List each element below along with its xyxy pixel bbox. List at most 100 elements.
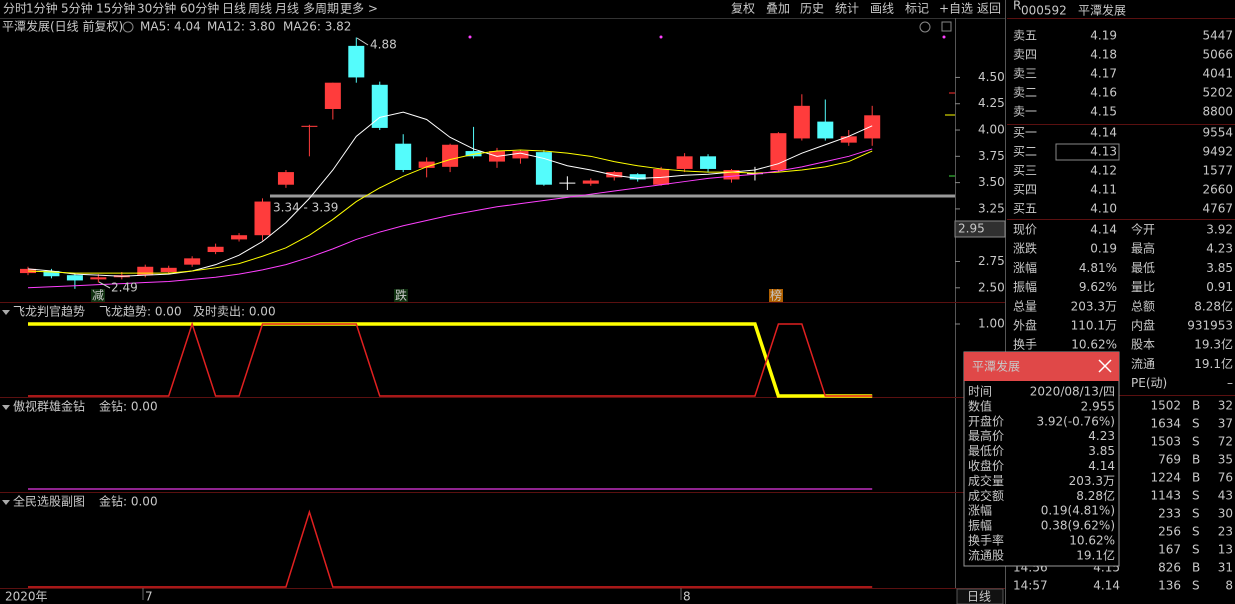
trade-count: 31 <box>1218 561 1233 575</box>
signal-dot <box>659 35 663 39</box>
low-pointer <box>98 281 111 289</box>
panel-toggle[interactable] <box>2 310 10 315</box>
trade-volume: 826 <box>1158 561 1181 575</box>
period-tab[interactable]: 15分钟 <box>96 1 135 16</box>
bottom-tab-box[interactable] <box>956 588 1004 604</box>
toolbar-action[interactable]: 返回 <box>977 2 1001 16</box>
stat-value: 931953 <box>1187 319 1233 333</box>
trade-time: 14:57 <box>1013 579 1048 593</box>
popup-label: 成交额 <box>968 488 1004 503</box>
band-label: 3.34 - 3.39 <box>273 201 338 215</box>
trade-volume: 1502 <box>1150 399 1181 413</box>
trade-volume: 1503 <box>1150 435 1181 449</box>
period-tab[interactable]: 周线 <box>248 2 272 16</box>
indicator-line <box>28 322 873 398</box>
high-label: 4.88 <box>370 38 397 52</box>
date-label: 8 <box>683 590 691 604</box>
period-tab[interactable]: 月线 <box>275 2 299 16</box>
stat-value: 110.1万 <box>1071 319 1117 333</box>
toolbar-action[interactable]: 标记 <box>905 2 929 16</box>
period-tab[interactable]: 5分钟 <box>61 1 93 16</box>
toolbar-action[interactable]: 叠加 <box>766 2 790 16</box>
toolbar-action[interactable]: +自选 <box>939 2 973 16</box>
trade-count: 32 <box>1218 399 1233 413</box>
candle-body <box>207 246 224 253</box>
selected-price-box[interactable] <box>1055 143 1120 161</box>
expand-icon[interactable] <box>941 21 952 32</box>
trade-side: S <box>1192 507 1200 521</box>
popup-label: 成交量 <box>968 473 1004 488</box>
trade-volume: 1224 <box>1150 471 1181 485</box>
candle-body <box>348 45 365 78</box>
y-tick-label: 3.75 <box>978 149 1005 163</box>
book-volume: 2660 <box>1202 183 1233 197</box>
toolbar-action[interactable]: 历史 <box>800 2 824 16</box>
trade-side: S <box>1192 417 1200 431</box>
popup-label: 振幅 <box>968 518 992 533</box>
stat-value: 203.3万 <box>1071 299 1117 313</box>
period-tab[interactable]: 60分钟 <box>180 1 219 16</box>
ma-line <box>27 148 873 289</box>
marker-box <box>91 289 105 302</box>
stat-label: 今开 <box>1131 222 1155 237</box>
candle-body <box>90 277 107 280</box>
toolbar-action[interactable]: 统计 <box>835 2 859 16</box>
popup-close[interactable] <box>1098 359 1112 373</box>
candle-body <box>43 270 60 277</box>
panel-title: 傲视群雄金钻 <box>13 399 85 414</box>
candle-body <box>559 182 576 184</box>
candle-body <box>629 174 646 180</box>
trade-volume: 1143 <box>1150 489 1181 503</box>
date-label: 2020年 <box>5 590 48 604</box>
signal-dot <box>942 35 946 39</box>
trade-side: S <box>1192 435 1200 449</box>
toolbar-action[interactable]: 画线 <box>870 2 894 16</box>
stat-value: 19.3亿 <box>1194 337 1233 352</box>
book-label: 卖二 <box>1013 86 1037 100</box>
stat-value: 10.62% <box>1071 338 1117 352</box>
candle-body <box>535 152 552 185</box>
period-tab[interactable]: 日线 <box>222 2 246 16</box>
stat-label: 振幅 <box>1013 279 1037 294</box>
panel-toggle[interactable] <box>2 500 10 505</box>
y-tick-label: 2.75 <box>978 254 1005 268</box>
candle-body <box>277 172 294 185</box>
trade-volume: 769 <box>1158 453 1181 467</box>
book-label: 买四 <box>1013 183 1037 197</box>
book-price: 4.18 <box>1090 48 1117 62</box>
panel-toggle[interactable] <box>2 405 10 410</box>
stat-value: 4.81% <box>1079 261 1117 275</box>
stat-value: 9.62% <box>1079 280 1117 294</box>
stock-name: 平潭发展 <box>1078 3 1126 18</box>
candle-body <box>231 235 248 240</box>
book-label: 买三 <box>1013 164 1037 178</box>
candle-body <box>582 180 599 184</box>
stat-value: 19.1亿 <box>1194 356 1233 371</box>
book-volume: 4767 <box>1202 202 1233 216</box>
trade-volume: 1634 <box>1150 417 1181 431</box>
period-tab[interactable]: 分时 <box>3 2 27 16</box>
stat-label: 总额 <box>1131 299 1155 313</box>
candle-body <box>371 84 388 128</box>
bottom-tab[interactable]: 日线 <box>967 590 991 604</box>
period-tab[interactable]: 更多 > <box>340 2 378 16</box>
popup-label: 换手率 <box>968 533 1004 548</box>
book-label: 买五 <box>1013 202 1037 216</box>
candle-body <box>512 151 529 159</box>
candle-body <box>723 169 740 180</box>
settings-icon[interactable] <box>122 21 134 33</box>
gear-icon[interactable] <box>919 21 931 33</box>
candle-body <box>160 267 177 273</box>
popup-value: 0.19(4.81%) <box>1041 504 1115 518</box>
book-label: 卖四 <box>1013 48 1037 62</box>
trade-count: 30 <box>1218 507 1233 521</box>
period-tab[interactable]: 1分钟 <box>26 1 58 16</box>
popup-value: 4.14 <box>1088 459 1115 473</box>
popup-label: 最低价 <box>968 444 1004 458</box>
popup-value: 2.955 <box>1081 399 1115 413</box>
toolbar-action[interactable]: 复权 <box>731 2 755 16</box>
period-tab[interactable]: 多周期 <box>303 2 339 16</box>
period-tab[interactable]: 30分钟 <box>137 1 176 16</box>
stat-label: 总量 <box>1013 299 1037 313</box>
stat-value: 8.28亿 <box>1194 298 1233 313</box>
